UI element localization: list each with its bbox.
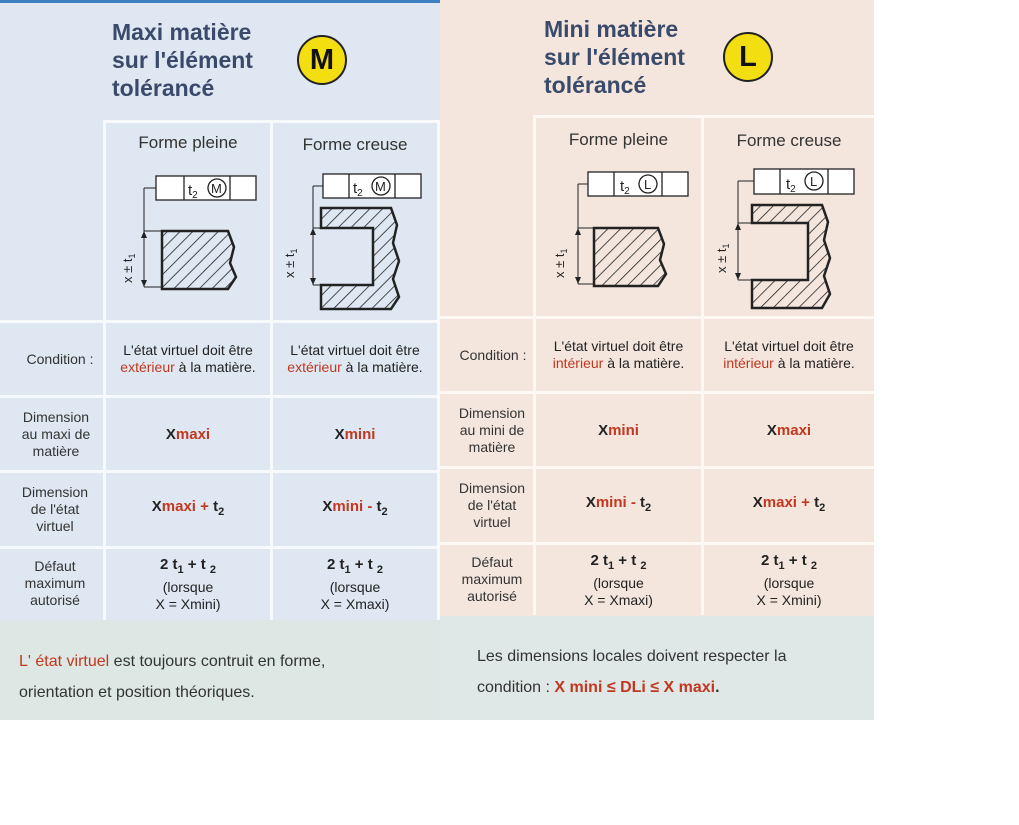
dim-virtual-cell-hollow: Xmini - t2 <box>322 498 388 518</box>
grid-line <box>533 115 874 118</box>
condition-cell-hollow: L'état virtuel doit être extérieur à la … <box>287 342 423 375</box>
dimension-x-t1: x ± t1 <box>552 249 569 279</box>
grid-line <box>533 115 536 615</box>
right-title-line-1: Mini matière <box>544 16 679 42</box>
grid-line <box>103 120 106 620</box>
grid-line <box>440 466 874 469</box>
top-blue-bar <box>0 0 440 3</box>
grid-line <box>440 316 874 319</box>
tolerance-value: t2 <box>353 180 363 199</box>
row-label-max-defect: Défaut maximum autorisé <box>461 553 523 604</box>
grid-line <box>701 115 704 615</box>
m-modifier-icon: M <box>375 179 386 194</box>
m-modifier-icon: M <box>211 181 222 196</box>
left-title: Maxi matière sur l'élément tolérancé <box>112 18 253 102</box>
grid-line <box>440 391 874 394</box>
grid-line <box>0 395 440 398</box>
least-material-badge: L <box>723 32 773 82</box>
row-label-condition: Condition : <box>459 346 527 363</box>
left-footer-text: L' état virtuel est toujours contruit en… <box>19 653 326 701</box>
right-header-solid: Forme pleine <box>568 130 669 149</box>
row-label-dimension-virtual: Dimension de l'état virtuel <box>21 484 89 534</box>
hollow-form-diagram: t2 L x ± t1 <box>714 168 855 310</box>
solid-form-diagram: t2 M x ± t1 <box>120 175 257 291</box>
right-header-hollow: Forme creuse <box>736 131 842 150</box>
maximum-material-badge: M <box>297 35 347 85</box>
max-defect-cell-solid: 2 t1 + t 2 (lorsque X = Xmini) <box>155 555 221 612</box>
condition-cell-solid: L'état virtuel doit être extérieur à la … <box>120 342 256 375</box>
tolerance-value: t2 <box>620 178 630 197</box>
left-panel: Maxi matière sur l'élément tolérancé M F… <box>0 0 440 720</box>
right-title-line-3: tolérancé <box>544 72 647 98</box>
left-title-line-3: tolérancé <box>112 75 215 101</box>
grid-line <box>103 120 440 123</box>
dim-material-cell-hollow: Xmaxi <box>766 421 812 439</box>
left-header-solid: Forme pleine <box>138 133 238 152</box>
dim-virtual-cell-solid: Xmini - t2 <box>585 494 652 514</box>
dim-material-cell-solid: Xmini <box>598 421 639 439</box>
max-defect-cell-solid: 2 t1 + t 2 (lorsque X = Xmaxi) <box>584 551 653 608</box>
condition-cell-solid: L'état virtuel doit être intérieur à la … <box>552 338 685 371</box>
max-defect-cell-hollow: 2 t1 + t 2 (lorsque X = Xmaxi) <box>320 555 390 612</box>
tolerance-value: t2 <box>786 176 796 195</box>
dim-material-cell-hollow: Xmini <box>334 425 376 443</box>
right-footer: Les dimensions locales doivent respecter… <box>440 616 874 720</box>
row-label-dimension-virtual: Dimension de l'état virtuel <box>458 480 526 530</box>
grid-line <box>0 320 440 323</box>
left-title-line-2: sur l'élément <box>112 47 253 73</box>
left-header-hollow: Forme creuse <box>302 135 408 154</box>
grid-line <box>270 120 273 620</box>
grid-line <box>0 470 440 473</box>
left-footer: L' état virtuel est toujours contruit en… <box>0 620 440 720</box>
row-label-dimension-material: Dimension au maxi de matière <box>21 408 91 459</box>
tolerance-value: t2 <box>188 182 198 201</box>
dimension-x-t1: x ± t1 <box>282 249 299 279</box>
right-panel: Mini matière sur l'élément tolérancé L F… <box>440 0 874 720</box>
row-label-condition: Condition : <box>26 350 94 367</box>
dim-virtual-cell-hollow: Xmaxi + t2 <box>752 494 826 514</box>
max-defect-cell-hollow: 2 t1 + t 2 (lorsque X = Xmini) <box>756 551 822 608</box>
right-footer-text: Les dimensions locales doivent respecter… <box>477 648 787 696</box>
dim-material-cell-solid: Xmaxi <box>165 425 211 443</box>
grid-line <box>440 542 874 545</box>
dimension-x-t1: x ± t1 <box>120 254 137 284</box>
right-title: Mini matière sur l'élément tolérancé <box>544 15 685 99</box>
dimension-x-t1: x ± t1 <box>714 244 731 274</box>
row-label-max-defect: Défaut maximum autorisé <box>24 557 86 608</box>
dim-virtual-cell-solid: Xmaxi + t2 <box>151 498 225 518</box>
grid-line <box>437 120 440 620</box>
left-title-line-1: Maxi matière <box>112 19 252 45</box>
grid-line <box>0 546 440 549</box>
condition-cell-hollow: L'état virtuel doit être intérieur à la … <box>723 338 855 371</box>
l-modifier-icon: L <box>810 174 817 189</box>
solid-form-diagram: t2 L x ± t1 <box>552 171 689 288</box>
right-title-line-2: sur l'élément <box>544 44 685 70</box>
row-label-dimension-material: Dimension au mini de matière <box>458 404 526 455</box>
hollow-form-diagram: t2 M x ± t1 <box>282 173 422 311</box>
l-modifier-icon: L <box>644 177 651 192</box>
